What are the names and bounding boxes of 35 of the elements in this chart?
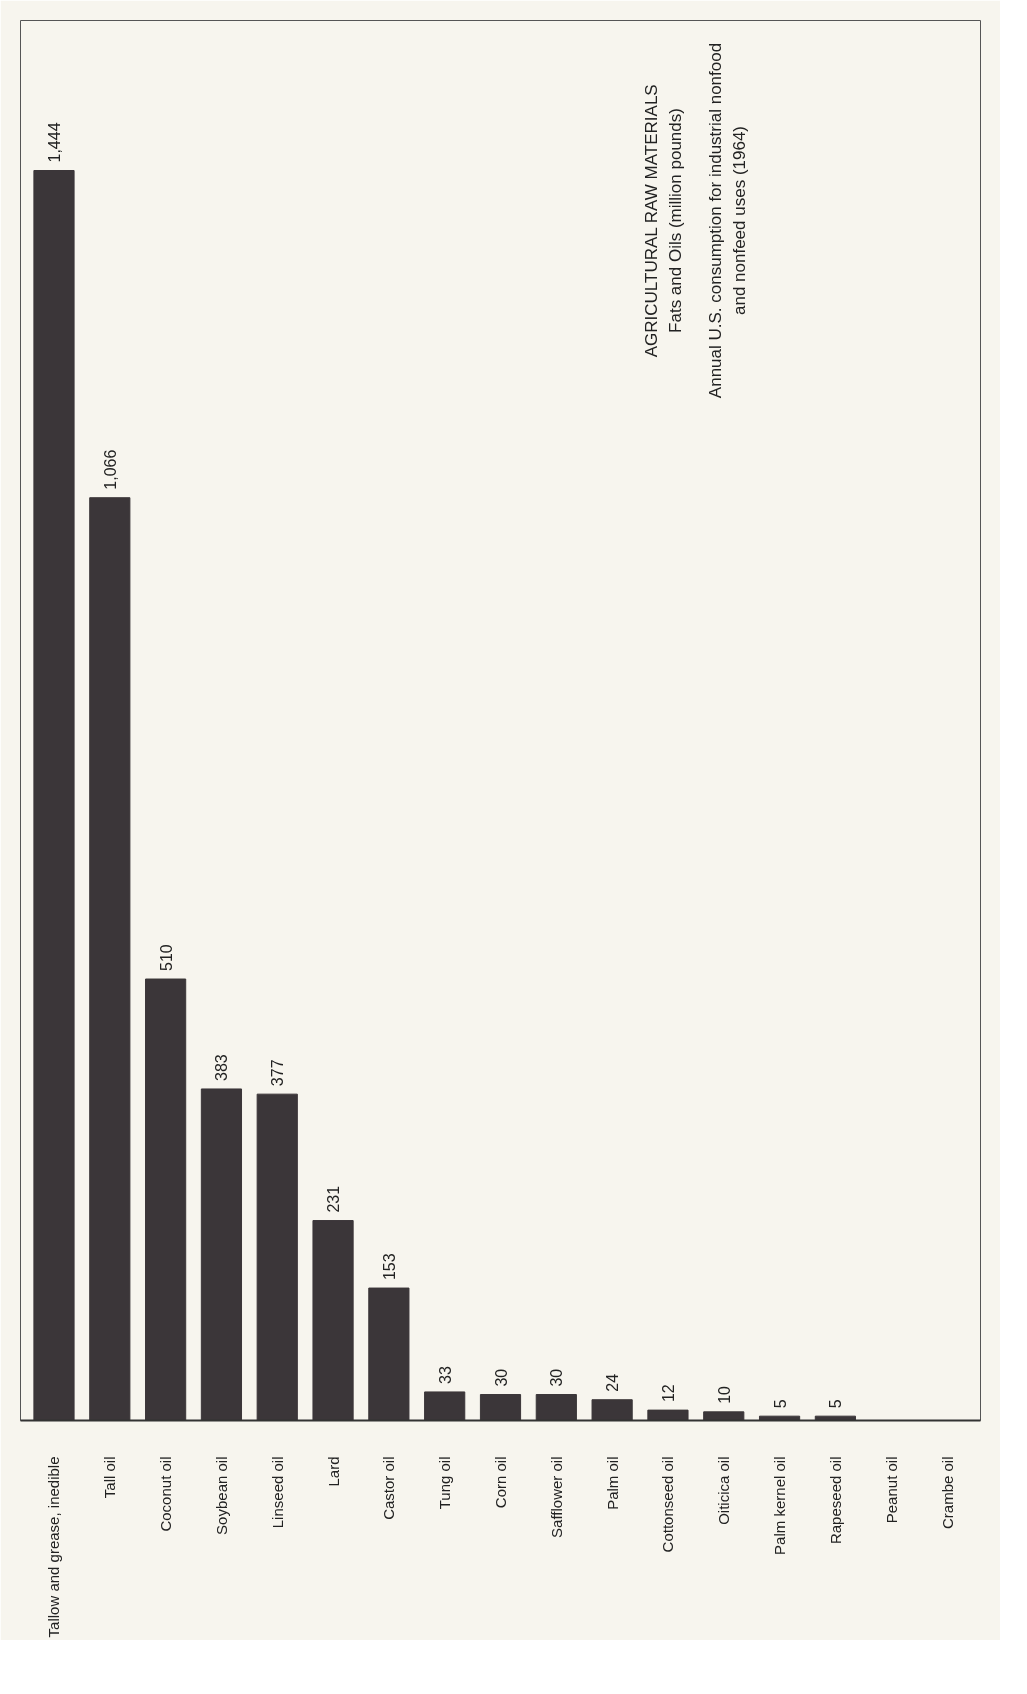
x-tick-label: Palm oil <box>603 1456 621 1510</box>
data-label: 510 <box>157 944 175 972</box>
annotation: Annual U.S. consumption for industrial nonfood and nonfeed uses (1964) <box>705 42 749 399</box>
text: Fats and Oils (million pounds) <box>665 108 685 333</box>
x-tick-label: Soybean oil <box>212 1456 230 1535</box>
text: AGRICULTURAL RAW MATERIALS <box>641 84 661 358</box>
x-tick-label: Tung oil <box>436 1456 454 1510</box>
x-tick-label: Cottonseed oil <box>659 1456 677 1553</box>
data-label: 231 <box>325 1185 343 1213</box>
data-label: 5 <box>827 1399 845 1409</box>
x-tick-label: Oiticica oil <box>715 1456 733 1525</box>
data-label: 30 <box>492 1368 510 1387</box>
data-label: 33 <box>436 1366 454 1384</box>
data-label: 5 <box>771 1399 789 1409</box>
data-label: 383 <box>213 1054 231 1081</box>
data-label: 153 <box>380 1253 398 1281</box>
data-label: 10 <box>715 1385 733 1404</box>
data-label: 30 <box>548 1368 566 1387</box>
x-tick-label: Crambe oil <box>938 1456 956 1530</box>
data-label: 24 <box>604 1373 622 1392</box>
x-tick-label: Rapeseed oil <box>826 1456 844 1545</box>
x-tick-label: Palm kernel oil <box>771 1456 789 1555</box>
x-tick-label: Peanut oil <box>882 1456 900 1524</box>
x-tick-label: Tall oil <box>101 1456 119 1499</box>
x-tick-label: Coconut oil <box>157 1456 175 1532</box>
x-tick-label: Safflower oil <box>547 1456 565 1538</box>
x-tick-label: Corn oil <box>492 1456 509 1509</box>
x-tick-label: Lard <box>324 1456 342 1487</box>
data-label: 12 <box>659 1384 677 1403</box>
data-label: 377 <box>269 1059 287 1087</box>
x-tick-label: Linseed oil <box>268 1456 286 1529</box>
x-tick-label: Castor oil <box>380 1456 398 1520</box>
x-tick-label: Tallow and grease, inedible <box>45 1456 63 1638</box>
data-label: 1,444 <box>45 122 63 163</box>
data-label: 1,066 <box>101 449 119 490</box>
